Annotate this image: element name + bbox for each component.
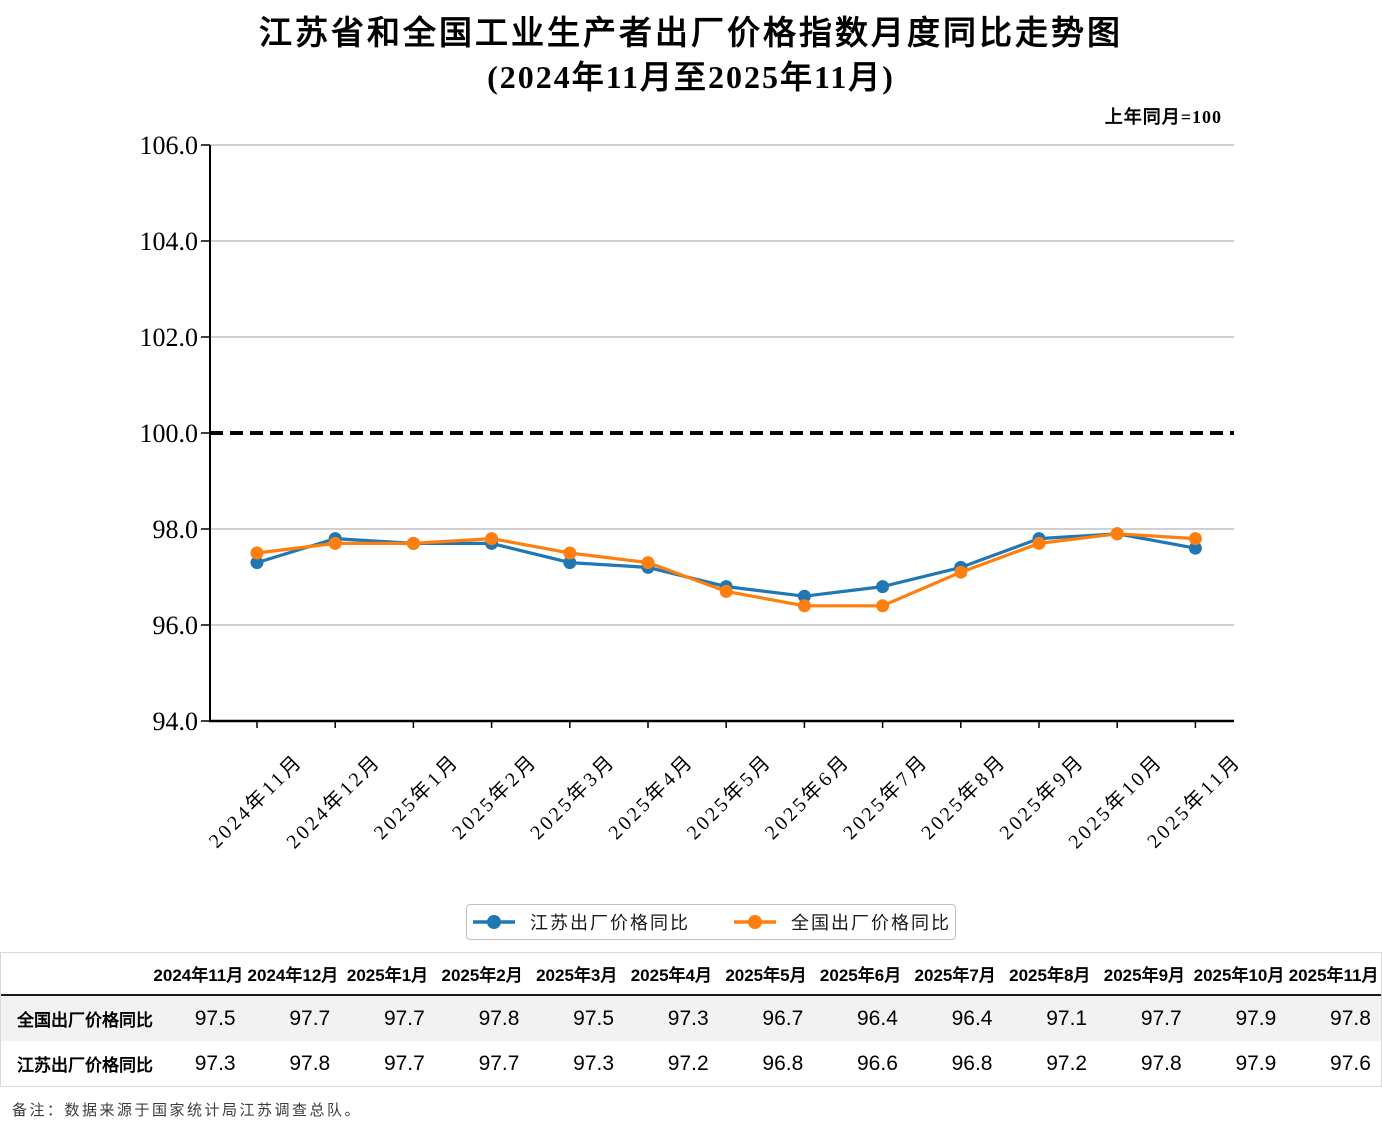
value-cell: 97.3 [194, 1051, 236, 1075]
value-cell: 97.8 [1140, 1051, 1182, 1075]
table-column-header: 2025年1月 [346, 966, 429, 985]
table-row-1: 江苏出厂价格同比 97.3 97.8 97.7 97.7 97.3 97.2 96.8 96.6… [1, 1041, 1381, 1086]
value-cell: 97.2 [1046, 1051, 1088, 1075]
y-tick-label: 106.0 [140, 131, 199, 160]
y-tick-label: 98.0 [153, 515, 199, 544]
data-point-marker [1188, 541, 1202, 555]
data-point-marker [719, 584, 733, 598]
footnote: 备注：数据来源于国家统计局江苏调查总队。 [12, 1103, 363, 1119]
y-tick-label: 94.0 [153, 707, 199, 736]
data-point-marker [1188, 532, 1202, 546]
data-point-marker [876, 580, 890, 594]
data-point-marker [1110, 527, 1124, 541]
value-cell: 97.8 [478, 1006, 520, 1030]
table-column-header: 2025年11月 [1288, 966, 1379, 985]
value-cell: 96.6 [857, 1051, 898, 1075]
table-column-header: 2025年5月 [725, 966, 807, 985]
data-point-marker [563, 546, 577, 560]
data-point-marker [797, 599, 811, 613]
value-cell: 97.8 [1330, 1006, 1371, 1030]
value-cell: 96.8 [762, 1051, 804, 1075]
table-header-row: 2024年11月 2024年12月 2025年1月 2025年2月 2025年3月 202… [1, 953, 1381, 996]
value-cell: 97.7 [1140, 1006, 1182, 1030]
value-cell: 97.8 [289, 1051, 331, 1075]
table-column-header: 2025年7月 [914, 966, 996, 985]
row-label-cell: 江苏出厂价格同比 [17, 1056, 153, 1075]
table-column-header: 2025年6月 [819, 966, 902, 985]
value-cell: 97.7 [383, 1006, 425, 1030]
data-point-marker [641, 556, 655, 570]
value-cell: 97.3 [667, 1006, 709, 1030]
value-cell: 97.7 [383, 1051, 425, 1075]
chart-title-line2: (2024年11月至2025年11月) [487, 59, 895, 95]
data-point-marker [1032, 536, 1046, 550]
data-point-marker [328, 536, 342, 550]
legend-swatch-marker [487, 915, 501, 929]
table-column-header: 2025年9月 [1103, 966, 1186, 985]
table-column-header: 2024年12月 [247, 966, 339, 985]
value-cell: 96.7 [762, 1006, 804, 1030]
chart-legend: 江苏出厂价格同比 全国出厂价格同比 [466, 904, 956, 940]
data-point-marker [250, 556, 264, 570]
data-point-marker [563, 556, 577, 570]
data-point-marker [954, 565, 968, 579]
data-point-marker [406, 536, 420, 550]
value-cell: 97.9 [1235, 1051, 1277, 1075]
table-column-header: 2025年10月 [1193, 966, 1285, 985]
chart-title-line1: 江苏省和全国工业生产者出厂价格指数月度同比走势图 [259, 16, 1123, 52]
value-cell: 96.4 [857, 1006, 898, 1030]
value-cell: 97.7 [478, 1051, 520, 1075]
y-tick-label: 100.0 [140, 419, 199, 448]
y-tick-label: 96.0 [153, 611, 199, 640]
legend-label: 全国出厂价格同比 [791, 913, 951, 933]
value-cell: 96.8 [951, 1051, 993, 1075]
data-table: 2024年11月 2024年12月 2025年1月 2025年2月 2025年3月 202… [0, 952, 1382, 1087]
table-column-header: 2024年11月 [153, 966, 244, 985]
legend-label: 江苏出厂价格同比 [530, 913, 690, 933]
value-cell: 96.4 [951, 1006, 993, 1030]
value-cell: 97.5 [573, 1006, 615, 1030]
value-cell: 97.1 [1046, 1006, 1088, 1030]
data-point-marker [797, 589, 811, 603]
legend-swatch [473, 915, 515, 929]
table-column-header: 2025年4月 [630, 966, 712, 985]
legend-swatch [734, 915, 776, 929]
table-column-header: 2025年2月 [441, 966, 523, 985]
data-point-marker [876, 599, 890, 613]
value-cell: 97.5 [194, 1006, 236, 1030]
row-label-cell: 全国出厂价格同比 [17, 1011, 153, 1030]
table-row-0: 全国出厂价格同比 97.5 97.7 97.7 97.8 97.5 97.3 96.7 96.4… [1, 996, 1381, 1041]
value-cell: 97.7 [289, 1006, 331, 1030]
table-column-header: 2025年3月 [536, 966, 618, 985]
table-column-header: 2025年8月 [1009, 966, 1091, 985]
unit-note: 上年同月=100 [1104, 107, 1222, 127]
data-point-marker [485, 532, 499, 546]
value-cell: 97.9 [1235, 1006, 1277, 1030]
value-cell: 97.6 [1330, 1051, 1371, 1075]
value-cell: 97.3 [573, 1051, 615, 1075]
legend-swatch-marker [748, 915, 762, 929]
legend-item-1: 全国出厂价格同比 [732, 909, 951, 935]
y-tick-label: 102.0 [140, 323, 199, 352]
data-point-marker [250, 546, 264, 560]
legend-item-0: 江苏出厂价格同比 [471, 909, 690, 935]
line-chart: 94.096.098.0100.0102.0104.0106.02024年11月… [140, 131, 1246, 853]
value-cell: 97.2 [667, 1051, 709, 1075]
y-tick-label: 104.0 [140, 227, 199, 256]
